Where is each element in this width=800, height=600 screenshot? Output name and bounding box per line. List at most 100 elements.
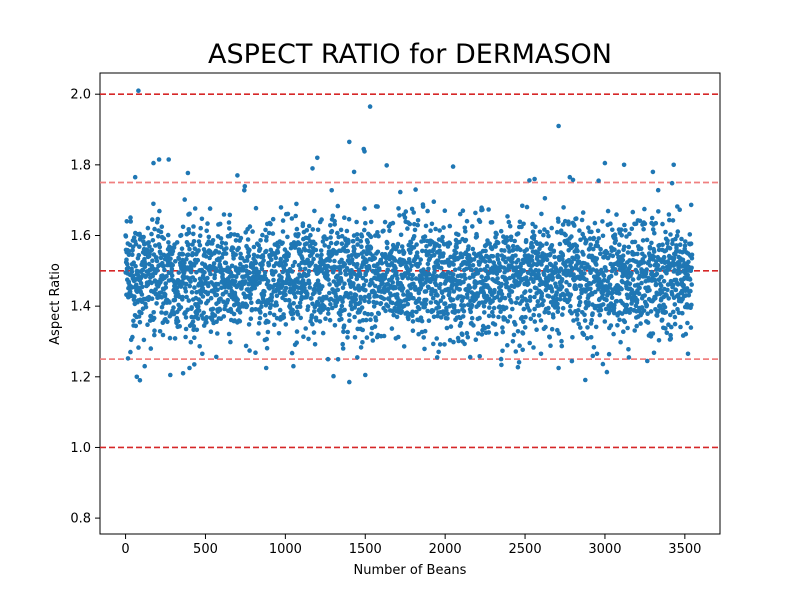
data-point — [621, 162, 627, 168]
data-point — [471, 293, 477, 299]
data-point — [552, 254, 557, 260]
data-point — [542, 196, 548, 201]
data-point — [319, 252, 324, 258]
data-point — [154, 255, 159, 260]
data-point — [218, 296, 223, 302]
data-point — [653, 220, 659, 226]
data-point — [261, 292, 267, 298]
data-point — [679, 236, 684, 242]
data-point — [391, 312, 397, 318]
data-point — [519, 315, 525, 320]
data-point — [189, 290, 195, 295]
data-point — [151, 310, 156, 315]
data-point — [426, 285, 432, 291]
x-tick-label: 3000 — [588, 542, 621, 557]
x-tick-label: 2000 — [429, 542, 462, 557]
data-point — [414, 242, 419, 247]
data-point — [335, 203, 341, 209]
data-point — [559, 277, 565, 282]
data-point — [519, 294, 525, 299]
data-point — [595, 228, 601, 234]
data-point — [634, 269, 640, 275]
data-point — [366, 299, 372, 305]
data-point — [298, 249, 304, 254]
data-point — [310, 166, 315, 171]
data-point — [210, 238, 216, 243]
data-point — [513, 253, 518, 258]
data-point — [566, 221, 571, 227]
data-point — [436, 258, 441, 264]
data-point — [543, 287, 549, 293]
data-point — [579, 290, 584, 296]
data-point — [388, 293, 394, 298]
data-point — [262, 270, 268, 275]
data-point — [479, 332, 485, 337]
data-point — [219, 285, 224, 291]
data-point — [577, 299, 583, 305]
data-point — [214, 354, 219, 360]
data-point — [619, 233, 624, 238]
data-point — [650, 227, 656, 232]
data-point — [405, 289, 410, 294]
data-point — [325, 268, 330, 274]
data-point — [444, 325, 450, 331]
data-point — [642, 293, 647, 298]
data-point — [390, 280, 396, 285]
data-point — [672, 314, 678, 320]
data-point — [223, 251, 229, 256]
data-point — [470, 246, 476, 252]
data-point — [540, 302, 545, 308]
data-point — [530, 221, 535, 227]
data-point — [647, 263, 653, 268]
x-tick-label: 0 — [121, 542, 129, 557]
data-point — [235, 232, 240, 238]
data-point — [145, 225, 151, 231]
data-point — [569, 259, 574, 265]
data-point — [246, 253, 252, 259]
data-point — [667, 246, 673, 251]
data-point — [496, 314, 501, 320]
data-point — [559, 338, 564, 344]
data-point — [578, 325, 583, 330]
data-point — [466, 244, 471, 249]
data-point — [683, 239, 688, 244]
data-point — [178, 305, 184, 310]
data-point — [559, 284, 565, 290]
data-point — [580, 231, 585, 237]
data-point — [376, 233, 381, 239]
data-point — [408, 250, 413, 255]
data-point — [528, 316, 534, 322]
data-point — [622, 264, 628, 270]
x-tick-label: 1000 — [269, 542, 302, 557]
data-point — [621, 329, 626, 335]
data-point — [635, 251, 640, 257]
data-point — [355, 236, 360, 242]
data-points — [123, 88, 695, 385]
data-point — [417, 261, 422, 266]
data-point — [300, 255, 305, 261]
data-point — [152, 332, 157, 338]
data-point — [211, 261, 217, 266]
data-point — [439, 265, 444, 271]
data-point — [478, 267, 483, 273]
data-point — [642, 221, 648, 226]
data-point — [369, 331, 374, 337]
x-tick-label: 1500 — [349, 542, 382, 557]
data-point — [490, 309, 495, 315]
data-point — [312, 342, 318, 347]
data-point — [227, 212, 233, 218]
data-point — [324, 294, 329, 300]
data-point — [411, 296, 416, 301]
data-point — [461, 279, 466, 285]
y-tick-label: 0.8 — [70, 512, 91, 527]
data-point — [396, 334, 401, 340]
data-point — [397, 249, 402, 254]
data-point — [600, 233, 606, 239]
data-point — [685, 272, 690, 278]
data-point — [629, 270, 634, 276]
data-point — [574, 216, 579, 221]
data-point — [356, 283, 361, 289]
data-point — [182, 197, 187, 202]
data-point — [659, 274, 664, 280]
data-point — [384, 163, 390, 168]
